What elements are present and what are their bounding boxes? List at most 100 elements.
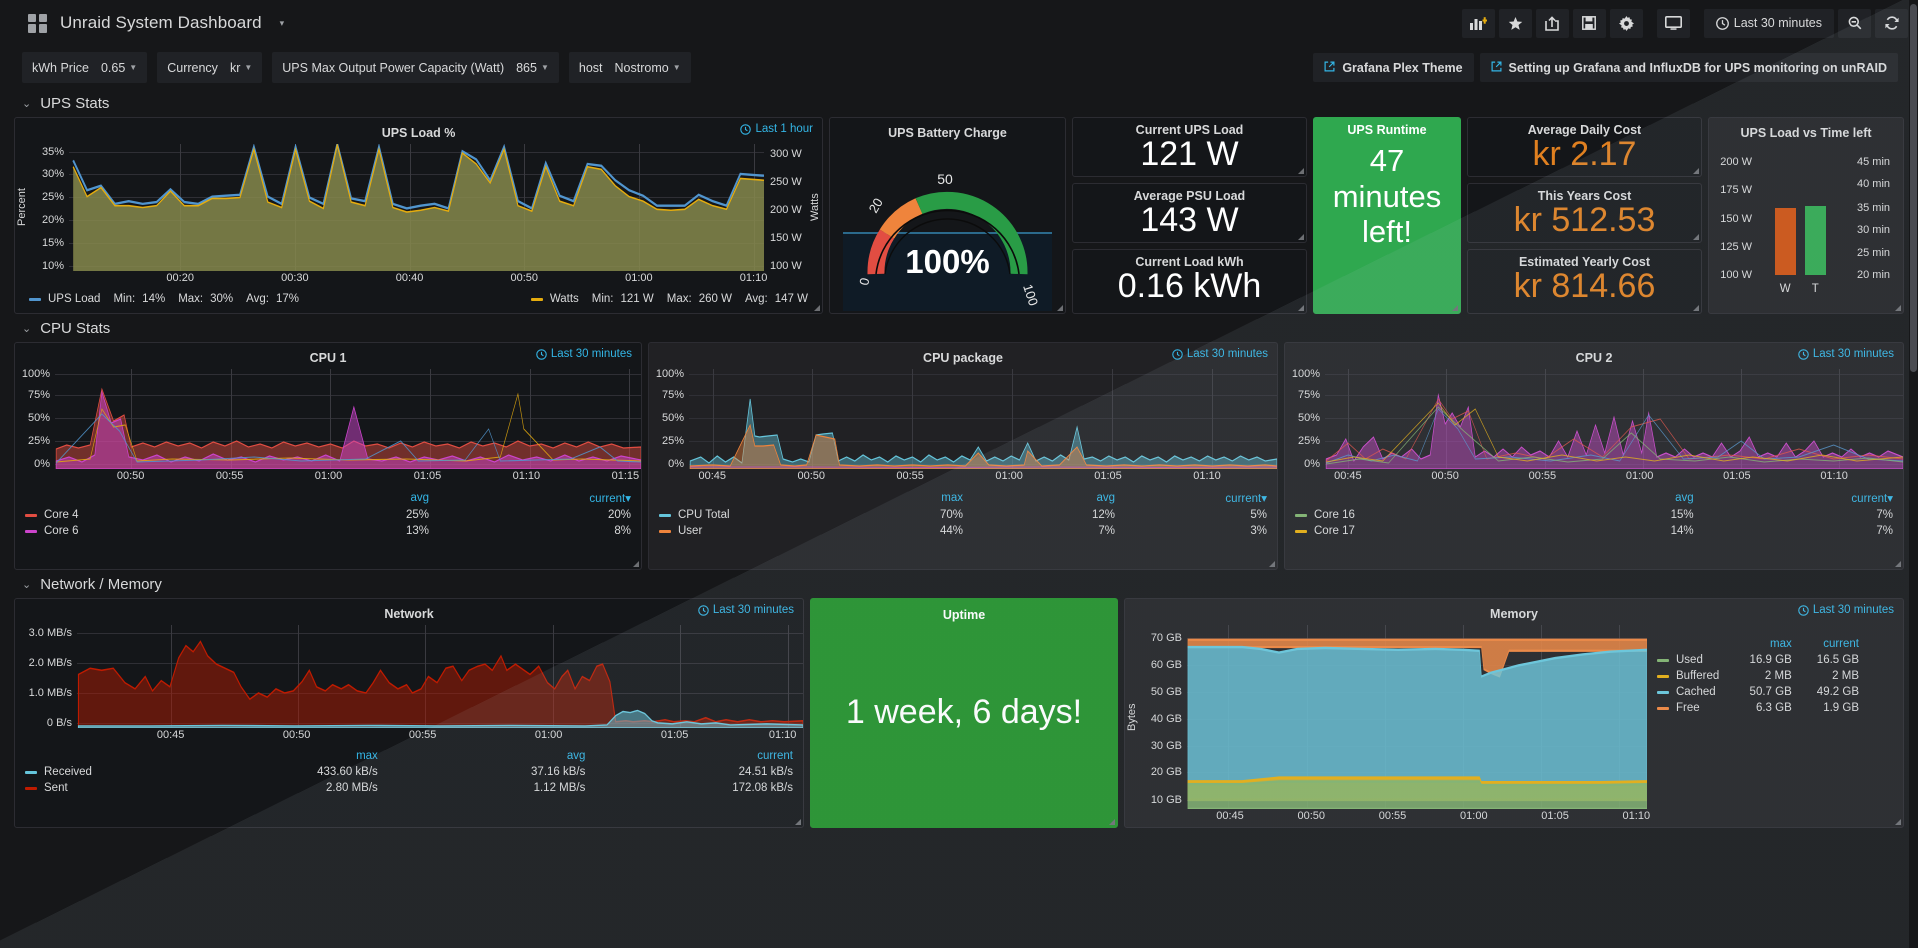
legend-header-current[interactable]: current▾ [1225, 493, 1267, 505]
panel-resize-handle[interactable] [1109, 819, 1115, 825]
legend-header-avg[interactable]: avg [566, 750, 586, 762]
legend-header-avg[interactable]: avg [1096, 492, 1115, 504]
legend-swatch [1657, 690, 1669, 694]
variable-currency[interactable]: Currency kr ▼ [157, 52, 263, 83]
legend-header-avg[interactable]: avg [410, 492, 429, 504]
legend-row[interactable]: Cached 50.7 GB 49.2 GB [1657, 684, 1859, 700]
y-axis-left: 0% 25% 50% 75% 100% [1291, 368, 1320, 470]
panel-time-range[interactable]: Last 30 minutes [698, 604, 794, 616]
legend-item[interactable]: UPS Load Min: 14% Max: 30% Avg: 17% [29, 293, 299, 305]
panel-resize-handle[interactable] [1693, 305, 1699, 311]
panel-resize-handle[interactable] [1452, 305, 1458, 311]
legend-header-max[interactable]: max [941, 492, 963, 504]
plot-ups-load-percent[interactable] [69, 144, 764, 271]
legend-max-value: 70% [939, 509, 963, 521]
panel-resize-handle[interactable] [814, 305, 820, 311]
series-paths [1325, 393, 1903, 469]
clock-icon [1715, 16, 1729, 30]
chevron-down-icon[interactable]: ▾ [279, 17, 285, 28]
bar-w[interactable] [1774, 208, 1796, 276]
variable-value[interactable]: 0.65 ▼ [100, 60, 138, 75]
legend-header-max[interactable]: max [356, 750, 378, 762]
add-panel-button[interactable] [1461, 8, 1495, 38]
ups-monitoring-guide-link[interactable]: Setting up Grafana and InfluxDB for UPS … [1479, 53, 1898, 82]
panel-resize-handle[interactable] [1693, 168, 1699, 174]
row-header-network-memory[interactable]: ⌄ Network / Memory [0, 570, 1918, 598]
save-dashboard-button[interactable] [1572, 8, 1606, 38]
plot-cpu-1[interactable] [55, 369, 641, 469]
row-header-ups-stats[interactable]: ⌄ UPS Stats [0, 89, 1918, 117]
zoom-out-time-button[interactable] [1838, 8, 1871, 38]
legend-row[interactable]: User 44% 7% 3% [659, 523, 1267, 539]
variable-ups-max-output-power-capacity[interactable]: UPS Max Output Power Capacity (Watt) 865… [272, 52, 559, 83]
star-dashboard-button[interactable] [1498, 8, 1532, 38]
panel-resize-handle[interactable] [795, 819, 801, 825]
panel-resize-handle[interactable] [1298, 234, 1304, 240]
refresh-dashboard-button[interactable] [1875, 8, 1908, 38]
legend-max-value: 433.60 kB/s [317, 766, 378, 778]
legend-row[interactable]: CPU Total 70% 12% 5% [659, 507, 1267, 523]
gauge-max-label: 100 [1020, 282, 1041, 307]
legend-header-avg[interactable]: avg [1675, 492, 1694, 504]
legend-row[interactable]: Core 4 25% 20% [25, 507, 631, 523]
legend-swatch [25, 786, 37, 790]
panel-resize-handle[interactable] [1269, 561, 1275, 567]
legend-header-current[interactable]: current [1823, 638, 1859, 650]
time-range-picker[interactable]: Last 30 minutes [1703, 8, 1834, 38]
plot-memory[interactable] [1187, 625, 1647, 809]
plot-cpu-package[interactable] [689, 369, 1277, 469]
panel-resize-handle[interactable] [1057, 305, 1063, 311]
legend-row[interactable]: Core 16 15% 7% [1295, 507, 1893, 523]
panel-resize-handle[interactable] [1693, 234, 1699, 240]
variable-value[interactable]: 865 ▼ [516, 60, 549, 75]
tv-mode-button[interactable] [1656, 8, 1690, 38]
legend-item[interactable]: Watts Min: 121 W Max: 260 W Avg: 147 W [530, 293, 808, 305]
legend-max-value: 50.7 GB [1749, 686, 1792, 698]
variable-kwh-price[interactable]: kWh Price 0.65 ▼ [22, 52, 148, 83]
panel-resize-handle[interactable] [1895, 561, 1901, 567]
panel-title: Memory [1490, 606, 1538, 621]
panel-time-range[interactable]: Last 30 minutes [536, 348, 632, 360]
variable-host[interactable]: host Nostromo ▼ [568, 52, 691, 83]
legend-row[interactable]: Used 16.9 GB 16.5 GB [1657, 652, 1859, 668]
panel-time-range[interactable]: Last 30 minutes [1798, 604, 1894, 616]
dashboard-settings-button[interactable] [1609, 8, 1643, 38]
legend-avg-value: 14% [1670, 525, 1694, 537]
variable-value[interactable]: kr ▼ [229, 60, 253, 75]
legend-row[interactable]: Free 6.3 GB 1.9 GB [1657, 700, 1859, 716]
plot-ups-load-vs-time-left[interactable]: W T [1757, 144, 1851, 295]
battery-charge-gauge: 50 20 0 100 [843, 171, 1052, 311]
dashboard-brand[interactable]: Unraid System Dashboard ▾ [28, 13, 284, 33]
plot-cpu-2[interactable] [1325, 369, 1903, 469]
panel-resize-handle[interactable] [1895, 305, 1901, 311]
page-scrollbar[interactable] [1909, 0, 1918, 948]
bar-t[interactable] [1804, 205, 1826, 276]
series-core-blue [1326, 408, 1903, 464]
scrollbar-thumb[interactable] [1910, 4, 1917, 372]
legend-row[interactable]: Sent 2.80 MB/s 1.12 MB/s 172.08 kB/s [25, 780, 793, 796]
row-header-cpu-stats[interactable]: ⌄ CPU Stats [0, 314, 1918, 342]
legend-header-max[interactable]: max [1770, 638, 1792, 650]
series-ups-load-line [72, 144, 764, 210]
variable-value[interactable]: Nostromo ▼ [614, 60, 681, 75]
legend-row[interactable]: Received 433.60 kB/s 37.16 kB/s 24.51 kB… [25, 764, 793, 780]
share-dashboard-button[interactable] [1535, 8, 1569, 38]
row-title: CPU Stats [40, 320, 111, 337]
grafana-plex-theme-link[interactable]: Grafana Plex Theme [1313, 53, 1474, 82]
panel-header: CPU 2 Last 30 minutes [1285, 343, 1903, 369]
panel-time-range[interactable]: Last 30 minutes [1172, 348, 1268, 360]
legend-row[interactable]: Core 17 14% 7% [1295, 523, 1893, 539]
panel-resize-handle[interactable] [1298, 305, 1304, 311]
panel-resize-handle[interactable] [1298, 168, 1304, 174]
legend-header-current[interactable]: current▾ [1851, 493, 1893, 505]
legend-header-current[interactable]: current▾ [589, 493, 631, 505]
legend-row[interactable]: Buffered 2 MB 2 MB [1657, 668, 1859, 684]
gauge-area[interactable]: 50 20 0 100 100% [830, 144, 1065, 313]
legend-row[interactable]: Core 6 13% 8% [25, 523, 631, 539]
panel-time-range[interactable]: Last 30 minutes [1798, 348, 1894, 360]
panel-resize-handle[interactable] [1895, 819, 1901, 825]
panel-resize-handle[interactable] [633, 561, 639, 567]
panel-time-range[interactable]: Last 1 hour [740, 123, 813, 135]
plot-network[interactable] [77, 625, 803, 728]
legend-header-current[interactable]: current [757, 750, 793, 762]
